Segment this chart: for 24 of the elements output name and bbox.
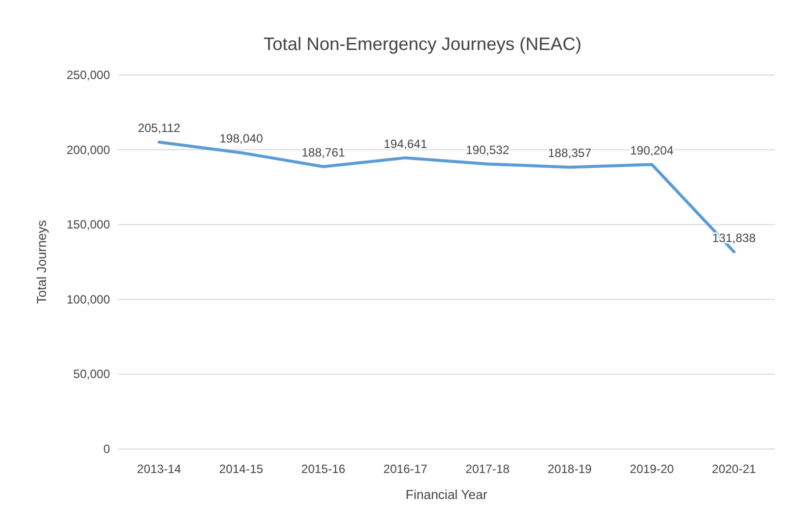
- y-tick-label: 50,000: [73, 367, 110, 382]
- x-tick-label: 2016-17: [383, 462, 428, 476]
- data-label: 205,112: [138, 121, 181, 136]
- data-label: 190,204: [630, 143, 674, 158]
- x-tick-label: 2015-16: [301, 462, 346, 476]
- y-axis-title: Total Journeys: [34, 220, 49, 304]
- data-label: 194,641: [384, 136, 428, 151]
- data-label: 188,761: [302, 146, 346, 160]
- x-tick-label: 2013-14: [137, 462, 182, 476]
- data-label: 198,040: [219, 132, 264, 146]
- x-tick-label: 2014-15: [219, 462, 264, 476]
- data-label: 188,357: [548, 146, 592, 160]
- x-axis-title: Financial Year: [406, 487, 488, 502]
- x-tick-label: 2020-21: [712, 462, 756, 476]
- y-tick-label: 0: [103, 442, 110, 456]
- x-tick-label: 2017-18: [466, 462, 510, 476]
- y-tick-label: 250,000: [66, 68, 110, 82]
- y-tick-label: 200,000: [66, 142, 110, 157]
- x-tick-label: 2019-20: [630, 462, 674, 476]
- y-tick-label: 150,000: [66, 218, 110, 232]
- x-tick-label: 2018-19: [548, 462, 592, 476]
- chart-title: Total Non-Emergency Journeys (NEAC): [263, 34, 582, 54]
- data-label: 190,532: [466, 142, 510, 157]
- y-tick-label: 100,000: [66, 292, 110, 306]
